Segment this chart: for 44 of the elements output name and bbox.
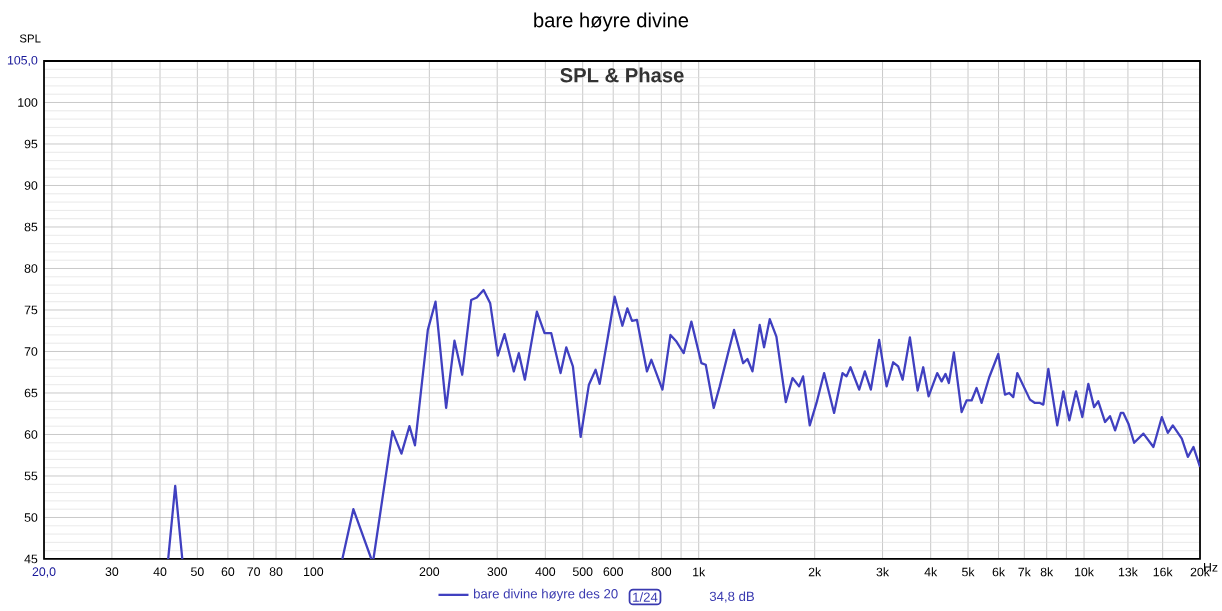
x-tick-label: 300 <box>487 567 507 576</box>
x-tick-label: 30 <box>105 567 119 576</box>
y-tick-label: 60 <box>24 430 38 439</box>
x-tick-label: 5k <box>962 567 975 577</box>
x-tick-label: 13k <box>1118 567 1138 577</box>
chart-title: bare høyre divine <box>534 12 689 32</box>
x-tick-label: 4k <box>924 567 938 577</box>
y-tick-label: 85 <box>24 222 38 232</box>
x-tick-label: 600 <box>603 567 623 576</box>
x-tick-label: 10k <box>1075 567 1094 577</box>
x-tick-label: 200 <box>419 567 440 576</box>
y-tick-label: 50 <box>24 513 38 522</box>
y-tick-label: 55 <box>24 471 38 481</box>
y-tick-label: 95 <box>24 139 38 149</box>
x-tick-label: 80 <box>269 567 283 576</box>
x-tick-label: 20,0 <box>32 567 56 578</box>
x-tick-label: 1k <box>693 567 706 577</box>
text: 34,8 dB <box>709 591 755 603</box>
x-tick-label: 800 <box>651 567 672 576</box>
x-tick-label: 70 <box>247 567 261 576</box>
y-tick-label: 100 <box>18 98 38 107</box>
x-tick-label: 7k <box>1018 567 1031 577</box>
x-tick-label: 40 <box>153 567 167 576</box>
x-tick-label: 100 <box>304 567 324 576</box>
legend-label: bare divine høyre des 20 <box>474 588 618 602</box>
x-tick-label: 500 <box>572 567 593 576</box>
x-tick-label: 8k <box>1040 567 1054 577</box>
x-tick-label: 2k <box>808 567 822 577</box>
y-tick-label: 45 <box>24 554 38 564</box>
y-tick-label: 90 <box>24 181 38 190</box>
x-tick-label: 3k <box>876 567 890 577</box>
y-tick-label: 75 <box>24 305 38 315</box>
x-tick-label: 60 <box>221 567 235 576</box>
text: 1/24 <box>633 592 658 602</box>
y-tick-label: 105,0 <box>7 55 38 67</box>
chart-subtitle: SPL & Phase <box>560 67 684 83</box>
x-tick-label: 6k <box>992 567 1006 577</box>
x-tick-label: 50 <box>191 567 204 576</box>
x-tick-label: 400 <box>535 567 556 576</box>
y-tick-label: 65 <box>24 388 38 398</box>
y-tick-label: 70 <box>24 347 38 356</box>
y-tick-label: 80 <box>24 264 38 273</box>
y-axis-title: SPL <box>19 34 41 43</box>
x-tick-label: 16k <box>1153 567 1173 577</box>
